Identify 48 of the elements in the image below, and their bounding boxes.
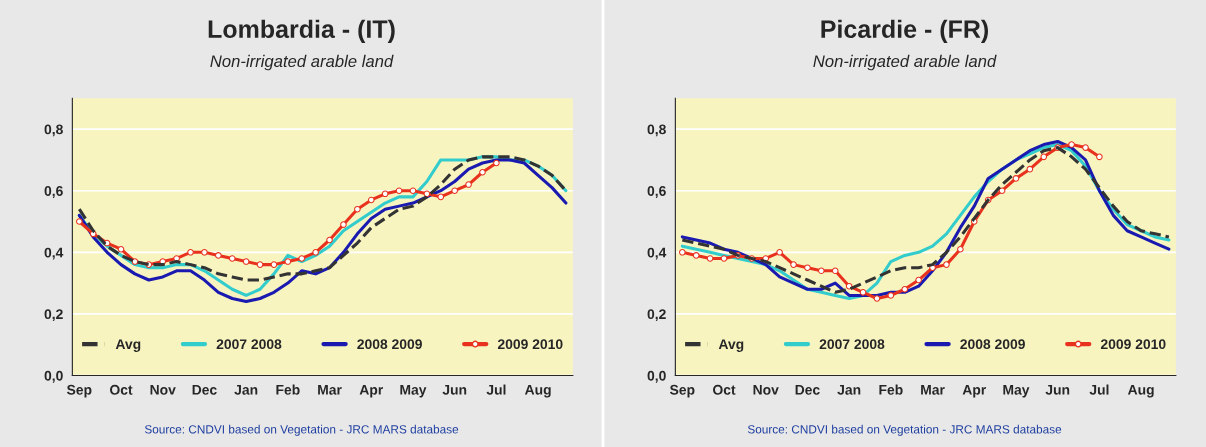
- y-tick-label: 0,6: [647, 186, 666, 198]
- chart-subtitle: Non-irrigated arable land: [210, 54, 394, 71]
- legend-label: 2007 2008: [216, 339, 282, 350]
- x-tick-label: Apr: [359, 385, 384, 398]
- chart-subtitle: Non-irrigated arable land: [813, 54, 997, 71]
- legend-label: 2009 2010: [1100, 339, 1166, 350]
- source-note: Source: CNDVI based on Vegetation - JRC MARS database: [747, 424, 1062, 436]
- source-note: Source: CNDVI based on Vegetation - JRC MARS database: [144, 424, 459, 436]
- y-tick-label: 0,4: [44, 247, 64, 260]
- legend-label: 2009 2010: [497, 339, 563, 350]
- y-tick-label: 0,4: [647, 247, 667, 260]
- x-tick-label: Jun: [1045, 385, 1070, 395]
- legend-label: Avg: [718, 339, 744, 352]
- x-tick-label: Feb: [276, 384, 300, 395]
- y-tick-label: 0,2: [44, 309, 63, 322]
- y-tick-label: 0,0: [44, 370, 63, 383]
- legend-label: 2007 2008: [819, 339, 885, 350]
- x-tick-label: Aug: [524, 384, 551, 398]
- x-tick-label: Jun: [442, 385, 467, 395]
- x-tick-label: Jan: [234, 385, 258, 395]
- x-tick-label: May: [1003, 385, 1030, 398]
- x-tick-label: Jul: [486, 384, 506, 395]
- x-tick-label: May: [400, 385, 427, 398]
- chart-title: Picardie - (FR): [821, 19, 988, 43]
- legend-label: 2008 2009: [960, 339, 1025, 350]
- y-tick-label: 0,0: [647, 370, 666, 383]
- x-tick-label: Dec: [795, 385, 820, 395]
- x-tick-label: Jan: [837, 385, 861, 395]
- x-tick-label: Oct: [110, 384, 133, 395]
- x-tick-label: Feb: [879, 384, 903, 395]
- x-tick-label: Dec: [192, 385, 217, 395]
- y-tick-label: 0,8: [44, 124, 63, 137]
- x-tick-label: Oct: [713, 384, 736, 395]
- legend-label: Avg: [115, 339, 141, 352]
- y-tick-label: 0,2: [647, 309, 666, 322]
- y-tick-label: 0,8: [647, 124, 666, 137]
- x-tick-label: Apr: [962, 385, 987, 398]
- y-tick-label: 0,6: [44, 186, 63, 198]
- x-tick-label: Mar: [318, 385, 342, 395]
- chart-title: Lombardia - (IT): [208, 19, 395, 43]
- x-tick-label: Nov: [150, 385, 176, 395]
- x-tick-label: Sep: [669, 384, 695, 398]
- x-tick-label: Jul: [1089, 384, 1109, 395]
- x-tick-label: Mar: [921, 385, 945, 395]
- x-tick-label: Aug: [1127, 384, 1154, 398]
- x-tick-label: Sep: [66, 384, 92, 398]
- legend-label: 2008 2009: [357, 339, 422, 350]
- x-tick-label: Nov: [753, 385, 779, 395]
